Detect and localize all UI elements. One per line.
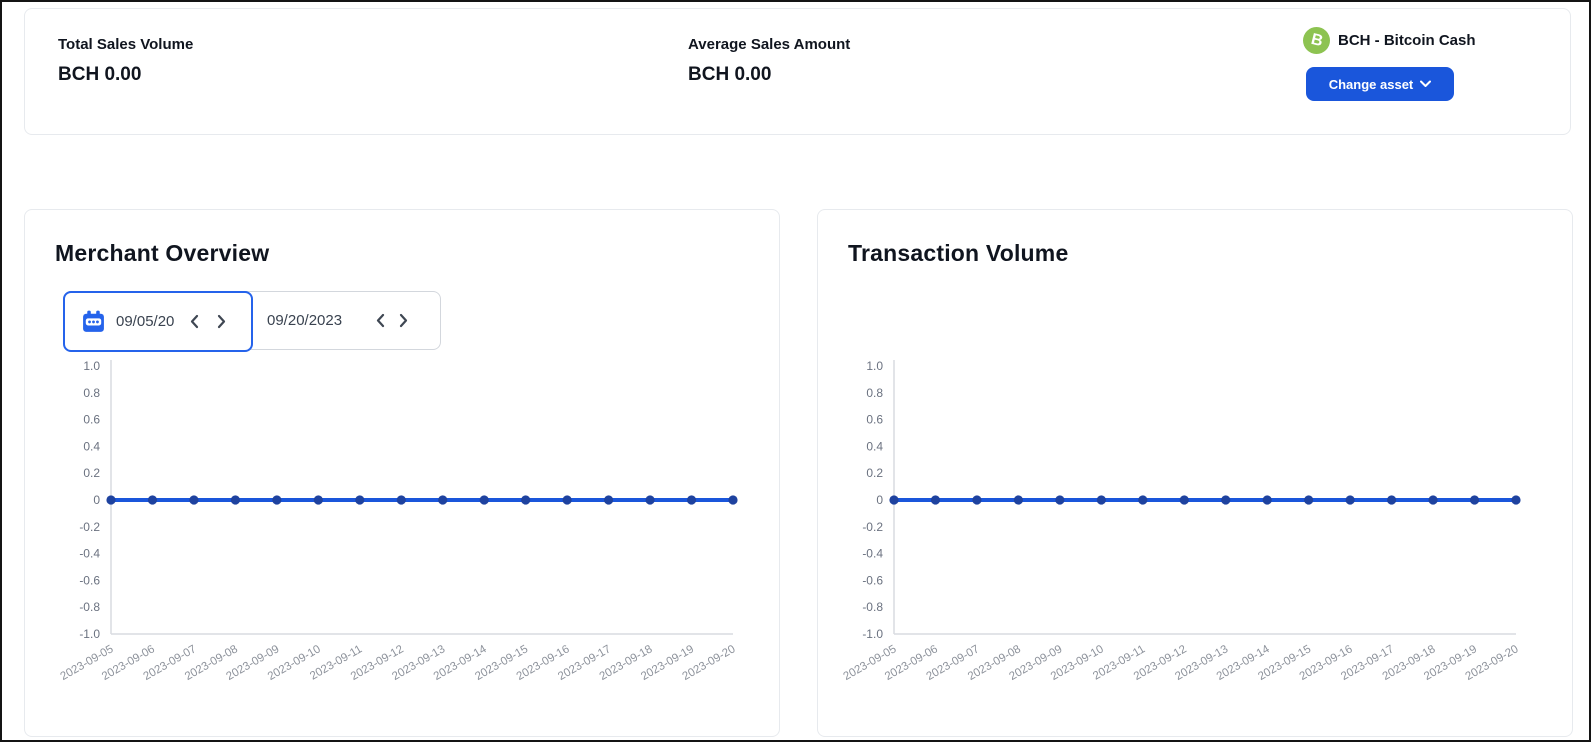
svg-text:0.2: 0.2 <box>866 466 883 480</box>
asset-name: BCH - Bitcoin Cash <box>1338 32 1476 49</box>
merchant-overview-card: Merchant Overview 09/05/20 <box>24 209 780 737</box>
change-asset-button[interactable]: Change asset <box>1306 67 1454 101</box>
svg-text:-0.2: -0.2 <box>862 520 883 534</box>
svg-text:-0.2: -0.2 <box>79 520 100 534</box>
svg-text:-0.8: -0.8 <box>862 600 883 614</box>
merchant-overview-chart: 1.00.80.60.40.20-0.2-0.4-0.6-0.8-1.02023… <box>59 359 738 683</box>
svg-text:-1.0: -1.0 <box>79 627 100 641</box>
svg-text:0.4: 0.4 <box>83 439 100 453</box>
average-sales-stat: Average Sales Amount BCH 0.00 <box>688 36 850 86</box>
chevron-left-icon <box>376 313 385 328</box>
calendar-icon <box>83 310 104 332</box>
start-date-next-button[interactable] <box>213 312 230 331</box>
bch-coin-icon: B <box>1303 27 1330 54</box>
transaction-volume-card: Transaction Volume 1.0 0.8 0.6 0.4 0.2 0 -0.2 -… <box>817 209 1573 737</box>
svg-text:0.4: 0.4 <box>866 439 883 453</box>
chevron-right-icon <box>218 314 226 329</box>
start-date-value: 09/05/20 <box>116 313 175 330</box>
svg-text:-0.4: -0.4 <box>79 547 100 561</box>
transaction-volume-title: Transaction Volume <box>848 240 1069 266</box>
svg-text:0: 0 <box>876 493 883 507</box>
svg-text:0.6: 0.6 <box>83 413 100 427</box>
chevron-down-icon <box>1420 80 1432 87</box>
svg-text:-1.0: -1.0 <box>862 627 883 641</box>
change-asset-label: Change asset <box>1328 76 1414 92</box>
start-date-field[interactable]: 09/05/20 <box>63 291 253 352</box>
total-sales-stat: Total Sales Volume BCH 0.00 <box>58 36 193 86</box>
average-sales-value: BCH 0.00 <box>688 64 772 85</box>
svg-text:0.2: 0.2 <box>83 466 100 480</box>
svg-text:1.0: 1.0 <box>866 359 883 373</box>
date-range-picker: 09/05/20 09/20/2023 <box>63 291 442 352</box>
svg-text:-0.6: -0.6 <box>79 573 100 587</box>
svg-text:0.8: 0.8 <box>866 386 883 400</box>
total-sales-label: Total Sales Volume <box>58 36 194 53</box>
end-date-field[interactable]: 09/20/2023 <box>260 292 442 349</box>
average-sales-label: Average Sales Amount <box>688 36 851 53</box>
chevron-left-icon <box>191 314 199 329</box>
svg-text:1.0: 1.0 <box>83 359 100 373</box>
svg-text:-0.4: -0.4 <box>862 547 883 561</box>
start-date-prev-button[interactable] <box>186 312 203 331</box>
end-date-value: 09/20/2023 <box>267 312 343 329</box>
transaction-volume-chart: 1.00.80.60.40.20-0.2-0.4-0.6-0.8-1.02023… <box>842 359 1521 683</box>
svg-text:-0.8: -0.8 <box>79 600 100 614</box>
asset-block: B BCH - Bitcoin Cash Change asset <box>1303 27 1476 101</box>
chevron-right-icon <box>399 313 408 328</box>
svg-text:0.6: 0.6 <box>866 413 883 427</box>
total-sales-value: BCH 0.00 <box>58 64 142 85</box>
end-date-prev-button[interactable] <box>372 311 389 330</box>
end-date-next-button[interactable] <box>395 311 412 330</box>
svg-text:-0.6: -0.6 <box>862 573 883 587</box>
stats-bar: Total Sales Volume BCH 0.00 Average Sale… <box>24 8 1571 135</box>
svg-text:0: 0 <box>93 493 100 507</box>
svg-text:0.8: 0.8 <box>83 386 100 400</box>
merchant-overview-title: Merchant Overview <box>55 240 270 266</box>
